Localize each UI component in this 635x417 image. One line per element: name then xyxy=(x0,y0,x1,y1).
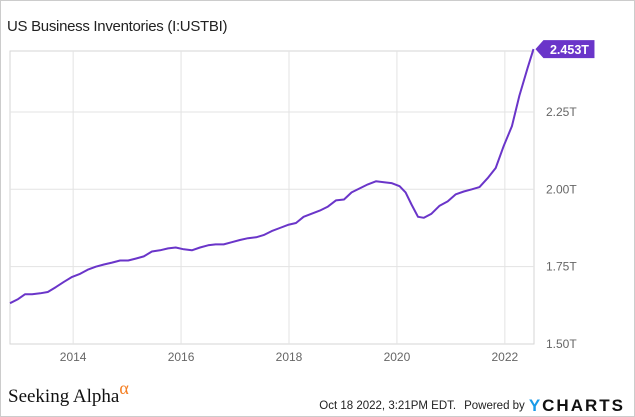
ycharts-text: CHARTS xyxy=(542,396,625,415)
footer-credits: Oct 18 2022, 3:21PM EDT. Powered by YCHA… xyxy=(319,396,625,416)
y-tick-label: 2.25T xyxy=(546,105,577,119)
x-tick-label: 2020 xyxy=(384,350,411,364)
x-tick-label: 2016 xyxy=(168,350,195,364)
last-value-label: 2.453T xyxy=(550,43,589,57)
seeking-alpha-logo: Seeking Alphaα xyxy=(8,378,129,408)
ycharts-y: Y xyxy=(528,396,543,415)
timestamp: Oct 18 2022, 3:21PM EDT. xyxy=(319,400,457,412)
x-tick-label: 2018 xyxy=(276,350,303,364)
chart-title: US Business Inventories (I:USTBI) xyxy=(7,18,228,35)
powered-by-label: Powered by xyxy=(464,400,525,412)
alpha-symbol: α xyxy=(119,378,129,398)
brand-name: Seeking Alpha xyxy=(8,386,120,407)
y-tick-label: 1.75T xyxy=(546,260,577,274)
x-tick-label: 2022 xyxy=(492,350,519,364)
plot-area xyxy=(9,50,535,345)
x-tick-label: 2014 xyxy=(60,350,87,364)
ycharts-logo[interactable]: YCHARTS xyxy=(529,396,625,416)
series-line xyxy=(9,48,535,305)
y-tick-label: 2.00T xyxy=(546,182,577,196)
y-tick-label: 1.50T xyxy=(546,337,577,351)
last-value-badge xyxy=(535,40,595,59)
